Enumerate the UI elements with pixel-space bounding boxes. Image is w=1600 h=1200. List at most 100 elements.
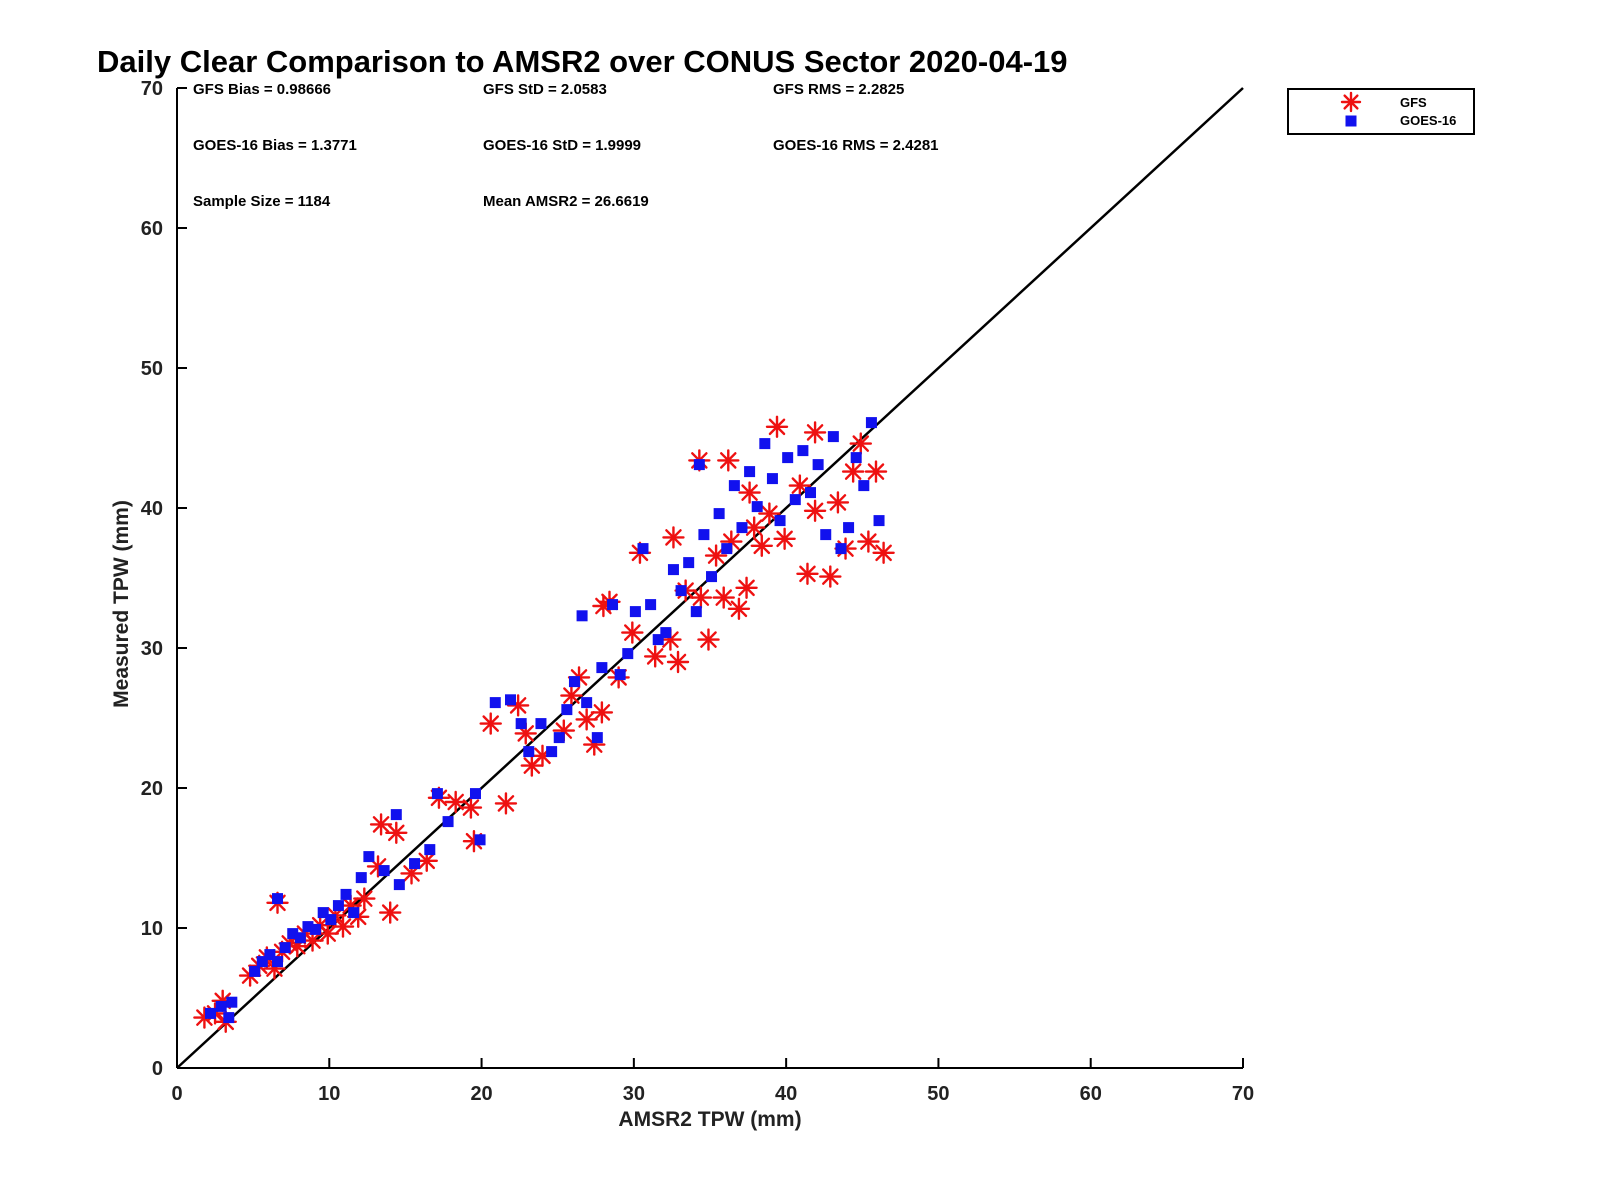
goes16-point	[850, 452, 862, 464]
goes16-point	[827, 431, 839, 443]
goes16-point	[325, 914, 337, 926]
stats-panel: GFS Bias = 0.98666 GFS StD = 2.0583 GFS …	[193, 81, 939, 210]
goes16-point	[629, 606, 641, 618]
y-tick-label: 0	[152, 1058, 163, 1080]
goes16-point	[835, 543, 847, 555]
goes16-point	[736, 522, 748, 534]
gfs-point	[444, 790, 467, 814]
gfs-point	[590, 701, 614, 724]
gfs-point	[735, 576, 758, 599]
goes16-point	[713, 508, 725, 520]
goes16-point	[789, 494, 801, 506]
y-axis-label: Measured TPW (mm)	[110, 500, 133, 708]
legend-goes16-square	[1345, 115, 1357, 127]
x-tick-label: 0	[171, 1083, 182, 1105]
gfs-point	[788, 474, 812, 497]
goes16-point	[340, 888, 352, 900]
gfs-point	[316, 922, 339, 945]
x-tick-label: 60	[1080, 1083, 1102, 1105]
gfs-point	[849, 432, 872, 455]
goes16-point	[223, 1012, 235, 1024]
gfs-point	[662, 526, 685, 549]
goes16-point	[698, 529, 710, 541]
gfs-point	[643, 645, 667, 668]
gfs-point	[369, 813, 393, 836]
gfs-point	[704, 544, 728, 567]
y-tick-label: 40	[141, 498, 163, 520]
goes16-point	[294, 932, 306, 944]
legend-gfs-label: GFS	[1400, 95, 1427, 110]
gfs-point	[773, 527, 796, 550]
stat-sample-size: Sample Size = 1184	[193, 193, 331, 210]
legend-gfs-asterisk	[1340, 91, 1362, 113]
gfs-point	[494, 792, 518, 815]
gfs-point	[864, 460, 888, 483]
gfs-point	[479, 712, 502, 735]
x-tick-label: 70	[1232, 1083, 1254, 1105]
y-tick-label: 50	[141, 358, 163, 380]
legend-goes16-marker	[1345, 115, 1357, 127]
goes16-point	[256, 956, 268, 968]
goes16-point	[535, 718, 547, 730]
y-tick-label: 30	[141, 638, 163, 660]
gfs-point	[459, 796, 483, 819]
goes16-point	[693, 459, 705, 471]
stat-gfs-std: GFS StD = 2.0583	[483, 81, 607, 98]
goes16-point	[645, 599, 657, 611]
gfs-point	[803, 421, 827, 444]
goes16-point	[279, 942, 291, 954]
goes16-point	[424, 844, 436, 856]
goes16-point	[820, 529, 832, 541]
stat-mean-amsr2: Mean AMSR2 = 26.6619	[483, 193, 649, 210]
plot-area: 0 10 20 30 40 50 60 70 0 10 20 30 40 50 60 70	[141, 78, 1254, 1105]
goes16-point	[812, 459, 824, 471]
gfs-point	[353, 887, 376, 910]
goes16-point	[858, 480, 870, 492]
goes16-point	[431, 788, 443, 800]
goes16-point	[591, 732, 603, 744]
goes16-point	[873, 515, 885, 527]
goes16-point	[287, 928, 299, 940]
goes16-point	[637, 543, 649, 555]
goes16-point	[660, 627, 672, 639]
y-tick-label: 70	[141, 78, 163, 100]
goes16-point	[683, 557, 695, 569]
gfs-point	[796, 562, 819, 585]
y-tick-label: 10	[141, 918, 163, 940]
goes16-point	[728, 480, 740, 492]
goes16-point	[523, 746, 535, 758]
gfs-point	[826, 491, 850, 514]
goes16-point	[215, 1000, 227, 1012]
gfs-point	[689, 586, 713, 609]
gfs-point	[803, 499, 827, 522]
stat-goes-rms: GOES-16 RMS = 2.4281	[773, 137, 939, 154]
goes16-point	[332, 900, 344, 912]
goes16-point	[474, 834, 486, 846]
chart-title: Daily Clear Comparison to AMSR2 over CON…	[97, 44, 1068, 79]
gfs-point	[331, 915, 355, 938]
goes16-point	[249, 965, 261, 977]
x-axis-label: AMSR2 TPW (mm)	[618, 1108, 801, 1131]
goes16-point	[744, 466, 756, 478]
goes16-point	[272, 893, 284, 905]
gfs-point	[758, 502, 781, 525]
gfs-point	[765, 415, 789, 438]
goes16-point	[581, 697, 593, 709]
stat-goes-bias: GOES-16 Bias = 1.3771	[193, 137, 357, 154]
goes16-point	[568, 676, 580, 688]
goes16-point	[797, 445, 809, 457]
gfs-point	[575, 708, 598, 731]
x-tick-label: 50	[927, 1083, 949, 1105]
gfs-point	[385, 821, 408, 844]
x-tick-label: 40	[775, 1083, 797, 1105]
goes16-point	[226, 996, 238, 1008]
goes16-point	[721, 543, 733, 555]
goes16-point	[706, 571, 718, 583]
goes16-point	[393, 879, 405, 891]
goes16-point	[355, 872, 367, 884]
x-tick-label: 30	[623, 1083, 645, 1105]
goes16-point	[652, 634, 664, 646]
legend-gfs-marker	[1340, 91, 1362, 113]
goes16-point	[782, 452, 794, 464]
